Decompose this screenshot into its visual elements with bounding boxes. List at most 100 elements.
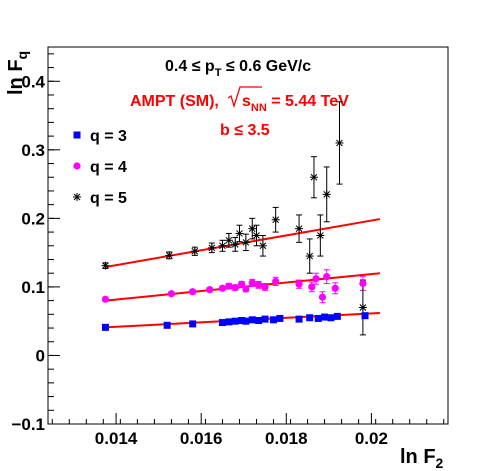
data-point (335, 138, 344, 147)
fit-lines (105, 218, 381, 329)
data-point (322, 190, 331, 199)
annotation-impact: b ≤ 3.5 (220, 122, 270, 139)
chart-title-main: 0.4 ≤ p (165, 58, 215, 75)
data-point (255, 316, 263, 324)
y-axis-label-sub: q (14, 51, 30, 60)
star-stroke (336, 139, 343, 147)
x-tick-label: 0.014 (95, 429, 138, 448)
data-point (331, 284, 339, 292)
y-axis-label: ln Fq (5, 51, 30, 95)
star-stroke (165, 252, 173, 259)
star-stroke (73, 193, 81, 201)
data-point (258, 241, 267, 250)
x-axis-label-sub: 2 (436, 455, 444, 471)
data-point (248, 224, 257, 233)
chart-title-sub: T (215, 67, 222, 79)
annotation-energy-tail: = 5.44 TeV (267, 93, 349, 110)
legend: q = 3 q = 4 q = 5 (73, 128, 127, 207)
data-point (312, 275, 320, 283)
data-point (361, 312, 369, 320)
y-tick-label: 0.4 (21, 72, 45, 91)
data-point (309, 173, 318, 182)
data-point (231, 240, 240, 249)
star-stroke (208, 244, 216, 252)
data-point (255, 281, 263, 289)
x-axis-label: ln F2 (400, 446, 444, 471)
axis-ticks (48, 53, 445, 425)
legend-marker (73, 162, 81, 170)
data-point (242, 317, 250, 325)
data-point (321, 313, 329, 321)
star-stroke (253, 232, 260, 239)
data-point (238, 316, 246, 324)
fit-line (105, 218, 381, 269)
y-tick-label: −0.1 (11, 415, 45, 434)
data-point (218, 319, 226, 327)
data-point (316, 231, 325, 240)
star-stroke (323, 191, 331, 198)
legend-label: q = 4 (90, 159, 127, 176)
data-point (163, 321, 171, 329)
annotation-energy: sNN = 5.44 TeV (242, 93, 349, 114)
data-point (295, 280, 303, 288)
data-markers (101, 138, 369, 331)
annotation-energy-s: s (242, 93, 251, 110)
data-point (271, 215, 280, 224)
data-point (270, 316, 278, 324)
x-tick-label: 0.016 (180, 429, 223, 448)
star-stroke (310, 173, 318, 181)
y-tick-label: 0.3 (21, 141, 45, 160)
x-tick-label: 0.018 (265, 429, 308, 448)
star-stroke (102, 262, 109, 270)
data-point (231, 283, 239, 292)
data-point (224, 236, 233, 245)
data-point (323, 273, 331, 281)
star-stroke (219, 242, 226, 250)
sqrt-sign-path (227, 86, 262, 109)
data-point (242, 285, 250, 293)
chart-title: 0.4 ≤ pT ≤ 0.6 GeV/c (165, 58, 311, 79)
data-point (248, 316, 256, 324)
data-point (248, 279, 256, 287)
legend-marker (73, 131, 81, 139)
data-point (314, 314, 322, 322)
chart-title-tail: ≤ 0.6 GeV/c (221, 58, 311, 75)
annotation-model: AMPT (SM), (130, 93, 219, 110)
data-point (207, 243, 216, 252)
y-tick-label: 0.1 (21, 278, 45, 297)
star-stroke (236, 230, 243, 237)
data-point (276, 314, 284, 322)
star-stroke (306, 252, 314, 260)
data-point (308, 283, 316, 291)
data-point (225, 282, 233, 290)
data-point (333, 312, 341, 320)
data-point (165, 251, 174, 260)
star-stroke (272, 216, 280, 224)
plot-frame (47, 46, 449, 425)
annotation-energy-sub: NN (251, 102, 267, 114)
data-point (295, 224, 304, 233)
data-point (231, 317, 239, 325)
data-point (261, 315, 269, 323)
x-tick-label: 0.02 (355, 429, 388, 448)
data-point (252, 231, 261, 240)
star-stroke (359, 304, 367, 311)
y-tick-label: 0.2 (21, 209, 45, 228)
star-stroke (295, 225, 303, 232)
data-point (305, 252, 314, 261)
legend-label: q = 3 (90, 128, 127, 145)
star-stroke (225, 236, 233, 244)
data-point (101, 295, 110, 303)
data-point (101, 261, 110, 270)
data-point (318, 293, 327, 301)
data-point (218, 241, 227, 250)
star-stroke (248, 225, 256, 232)
data-point (101, 323, 109, 331)
star-stroke (231, 241, 239, 248)
data-point (241, 238, 250, 247)
data-point (261, 283, 269, 291)
data-point (218, 284, 227, 292)
axis-tick-labels: 0.014 0.016 0.018 0.02 −0.1 0 0.1 0.2 0.3 0.4 (11, 72, 388, 448)
legend-label: q = 5 (90, 190, 127, 207)
data-point (295, 315, 303, 323)
